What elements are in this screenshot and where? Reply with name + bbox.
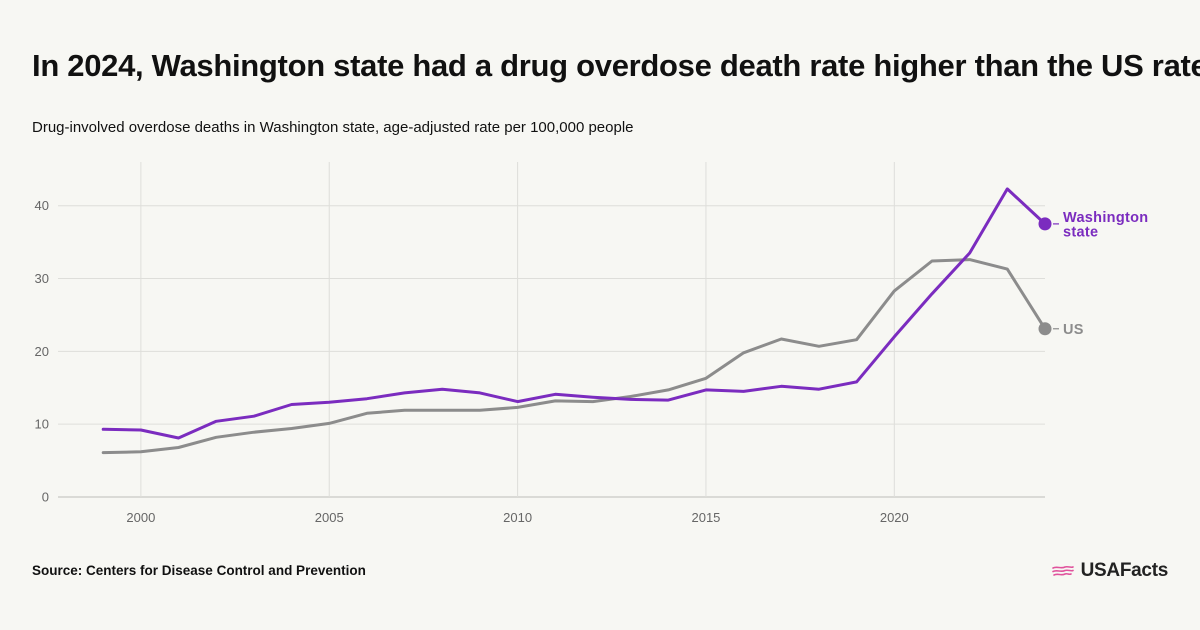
- y-tick-label: 30: [35, 271, 49, 286]
- gridlines: [58, 162, 1045, 498]
- end-point-marker: [1038, 322, 1052, 336]
- series-end-label: US: [1063, 322, 1084, 338]
- x-tick-label: 2005: [315, 510, 344, 525]
- y-tick-label: 40: [35, 198, 49, 213]
- chart-subtitle: Drug-involved overdose deaths in Washing…: [32, 119, 634, 136]
- y-tick-label: 0: [42, 490, 49, 505]
- x-tick-label: 2015: [691, 510, 720, 525]
- y-tick-label: 10: [35, 417, 49, 432]
- line-chart: 0 10 20 30 40 2000 2005 2010 2015 2020 Washington…: [35, 162, 1148, 525]
- usafacts-logo: USAFacts: [1051, 560, 1168, 582]
- end-point-marker: [1038, 217, 1052, 231]
- x-tick-label: 2010: [503, 510, 532, 525]
- series-line: [101, 187, 1047, 440]
- x-tick-label: 2000: [126, 510, 155, 525]
- us-map-icon: [1051, 565, 1074, 576]
- series-line: [101, 258, 1047, 455]
- x-tick-label: 2020: [880, 510, 909, 525]
- chart-title: In 2024, Washington state had a drug ove…: [32, 48, 1200, 83]
- y-tick-label: 20: [35, 344, 49, 359]
- axis-tick-labels: 0 10 20 30 40 2000 2005 2010 2015 2020: [35, 198, 909, 525]
- series-end-label: state: [1063, 224, 1098, 240]
- source-note: Source: Centers for Disease Control and …: [32, 563, 366, 578]
- logo-text: USAFacts: [1080, 560, 1169, 581]
- series-end-label: Washington: [1063, 210, 1148, 226]
- series-lines: [101, 187, 1047, 455]
